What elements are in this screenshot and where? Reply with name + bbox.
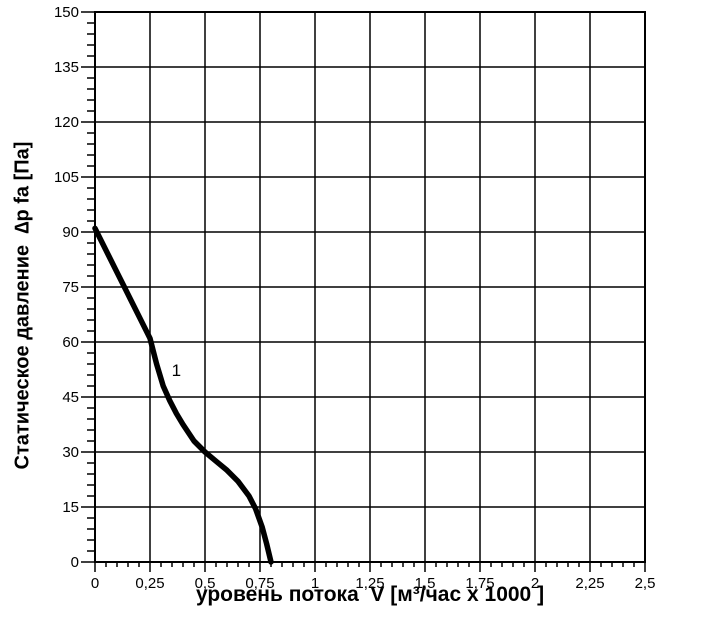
y-tick-label: 90	[62, 224, 79, 241]
y-tick-label: 75	[62, 279, 79, 296]
y-tick-label: 60	[62, 334, 79, 351]
series-line-1	[92, 225, 274, 565]
x-tick-label: 2	[531, 575, 539, 592]
x-axis-title: уровень потока V [м³/час x 1000 ]	[195, 583, 545, 606]
y-tick-label: 135	[54, 59, 79, 76]
x-tick-label: 1,25	[355, 575, 384, 592]
x-tick-label: 2,5	[635, 575, 656, 592]
y-tick-label: 45	[62, 389, 79, 406]
x-tick-label: 0,75	[245, 575, 274, 592]
y-tick-label: 105	[54, 169, 79, 186]
y-axis-title: Статическое давление ∆p fa [Па]	[11, 141, 34, 469]
y-tick-label: 0	[71, 554, 79, 571]
y-tick-label: 30	[62, 444, 79, 461]
tick-labels: 0 0,25 0,5 0,75 1 1,25 1,5 1,75 2 2,25 2,5 0 15 30 45 6…	[54, 4, 655, 592]
x-tick-label: 1,75	[465, 575, 494, 592]
x-tick-label: 0	[91, 575, 99, 592]
x-tick-label: 1	[311, 575, 319, 592]
series-label-1: 1	[171, 361, 182, 381]
x-tick-label: 2,25	[575, 575, 604, 592]
y-tick-label: 150	[54, 4, 79, 21]
gridlines	[95, 12, 645, 562]
x-tick-label: 1,5	[415, 575, 436, 592]
x-tick-label: 0,5	[195, 575, 216, 592]
y-tick-label: 15	[62, 499, 79, 516]
y-tick-label: 120	[54, 114, 79, 131]
plot-border	[94, 11, 646, 563]
x-tick-label: 0,25	[135, 575, 164, 592]
y-axis-title-box: Статическое давление ∆p fa [Па]	[0, 30, 46, 580]
axis-ticks	[81, 11, 646, 572]
